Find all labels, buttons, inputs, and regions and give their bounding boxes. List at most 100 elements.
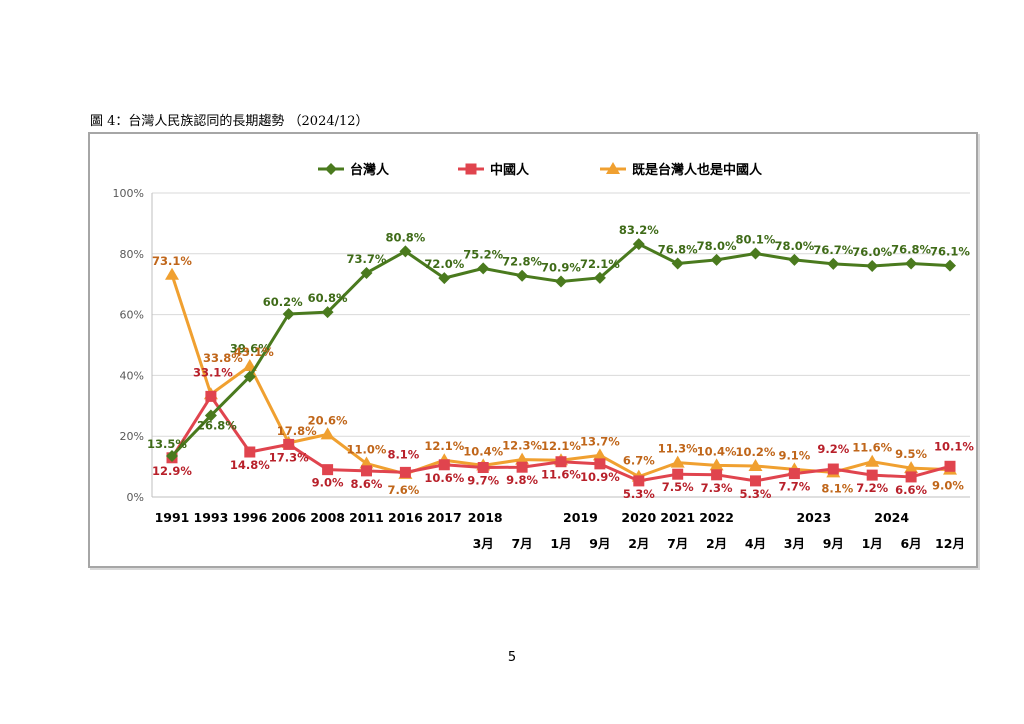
data-label-chinese: 6.6%: [895, 483, 927, 497]
data-label-both: 8.1%: [821, 481, 853, 495]
x-month-label: 6月: [900, 536, 921, 551]
data-label-both: 12.1%: [424, 439, 464, 453]
point-taiwanese: [166, 449, 178, 462]
point-chinese: [438, 459, 450, 471]
point-chinese: [672, 468, 684, 480]
data-label-chinese: 8.1%: [387, 447, 419, 461]
x-month-label: 3月: [784, 536, 805, 551]
point-chinese: [477, 462, 489, 474]
data-label-both: 10.4%: [697, 444, 737, 458]
legend-marker-both: [606, 162, 620, 174]
data-label-taiwanese: 72.1%: [580, 257, 620, 271]
x-year-label: 2011: [349, 510, 384, 525]
point-chinese: [283, 438, 295, 450]
data-label-chinese: 9.2%: [817, 442, 849, 456]
point-both: [904, 461, 919, 474]
legend-label-both: 既是台灣人也是中國人: [632, 162, 763, 178]
x-month-label: 1月: [550, 536, 571, 551]
x-month-label: 2月: [706, 536, 727, 551]
data-label-taiwanese: 60.2%: [263, 295, 303, 309]
x-year-label: 2020: [621, 510, 656, 525]
data-label-both: 33.8%: [203, 351, 243, 365]
data-label-both: 10.4%: [463, 444, 503, 458]
y-tick-label: 0%: [127, 491, 144, 504]
x-month-label: 3月: [473, 536, 494, 551]
point-both: [709, 458, 724, 471]
point-taiwanese: [710, 253, 723, 266]
x-year-label: 1996: [232, 510, 267, 525]
point-taiwanese: [749, 247, 762, 260]
x-year-label: 2008: [310, 510, 345, 525]
data-label-chinese: 10.6%: [424, 471, 464, 485]
data-labels: 13.5% 26.8% 39.6% 60.2% 60.8% 73.7% 80.8% 72.0%…: [147, 223, 974, 501]
point-taiwanese: [827, 257, 840, 270]
point-taiwanese: [632, 238, 645, 251]
point-both: [515, 452, 530, 465]
data-label-both: 73.1%: [152, 254, 192, 268]
data-label-chinese: 7.5%: [662, 480, 694, 494]
data-label-chinese: 17.3%: [269, 450, 309, 464]
data-label-both: 9.5%: [895, 447, 927, 461]
x-year-label: 2024: [874, 510, 909, 525]
point-chinese: [827, 463, 839, 475]
point-taiwanese: [593, 271, 606, 284]
point-taiwanese: [399, 245, 412, 258]
legend-label-chinese: 中國人: [490, 162, 530, 178]
point-chinese: [711, 469, 723, 481]
point-taiwanese: [788, 253, 801, 266]
x-year-label: 1993: [194, 510, 229, 525]
point-chinese: [399, 466, 411, 478]
data-label-taiwanese: 72.8%: [502, 255, 542, 269]
y-tick-label: 40%: [120, 369, 144, 382]
point-taiwanese: [944, 259, 956, 272]
data-label-both: 11.0%: [347, 443, 387, 457]
data-label-taiwanese: 72.0%: [424, 257, 464, 271]
point-chinese: [555, 456, 567, 468]
data-label-taiwanese: 76.7%: [813, 243, 853, 257]
data-label-chinese: 14.8%: [230, 458, 270, 472]
x-month-label: 7月: [511, 536, 532, 551]
point-chinese: [322, 464, 334, 476]
x-year-label: 2006: [271, 510, 306, 525]
data-label-chinese: 33.1%: [193, 365, 233, 379]
point-both: [165, 267, 179, 280]
data-label-both: 10.2%: [736, 445, 776, 459]
point-chinese: [905, 471, 917, 483]
x-month-label: 9月: [823, 536, 844, 551]
x-year-label: 2016: [388, 510, 423, 525]
point-chinese: [516, 461, 528, 473]
point-taiwanese: [243, 370, 256, 383]
point-taiwanese: [477, 262, 490, 275]
series: [165, 238, 957, 487]
point-chinese: [205, 390, 217, 402]
figure-title: 圖 4：台灣人民族認同的長期趨勢 （2024/12）: [90, 114, 369, 129]
page-number: 5: [507, 650, 517, 665]
data-label-both: 9.0%: [932, 479, 964, 493]
data-label-chinese: 9.0%: [312, 476, 344, 490]
x-year-label: 2017: [427, 510, 462, 525]
data-label-chinese: 7.3%: [701, 481, 733, 495]
x-month-label: 12月: [935, 536, 965, 551]
data-label-chinese: 11.6%: [541, 468, 581, 482]
y-tick-label: 20%: [120, 430, 144, 443]
point-taiwanese: [516, 269, 529, 282]
y-tick-label: 100%: [113, 187, 144, 200]
x-year-label: 2019: [563, 510, 598, 525]
data-label-chinese: 5.3%: [623, 487, 655, 501]
point-chinese: [244, 446, 256, 458]
data-label-chinese: 10.1%: [934, 439, 974, 453]
y-tick-label: 60%: [120, 309, 144, 322]
data-label-chinese: 7.7%: [778, 480, 810, 494]
point-taiwanese: [360, 266, 373, 279]
point-chinese: [361, 465, 372, 477]
point-taiwanese: [905, 257, 918, 270]
x-year-label: 2023: [796, 510, 831, 525]
point-both: [242, 358, 257, 371]
data-label-taiwanese: 13.5%: [147, 437, 187, 451]
point-both: [592, 448, 607, 461]
data-label-taiwanese: 78.0%: [774, 239, 814, 253]
data-label-taiwanese: 76.1%: [930, 245, 970, 259]
data-label-taiwanese: 83.2%: [619, 223, 659, 237]
legend-marker-chinese: [465, 163, 477, 175]
